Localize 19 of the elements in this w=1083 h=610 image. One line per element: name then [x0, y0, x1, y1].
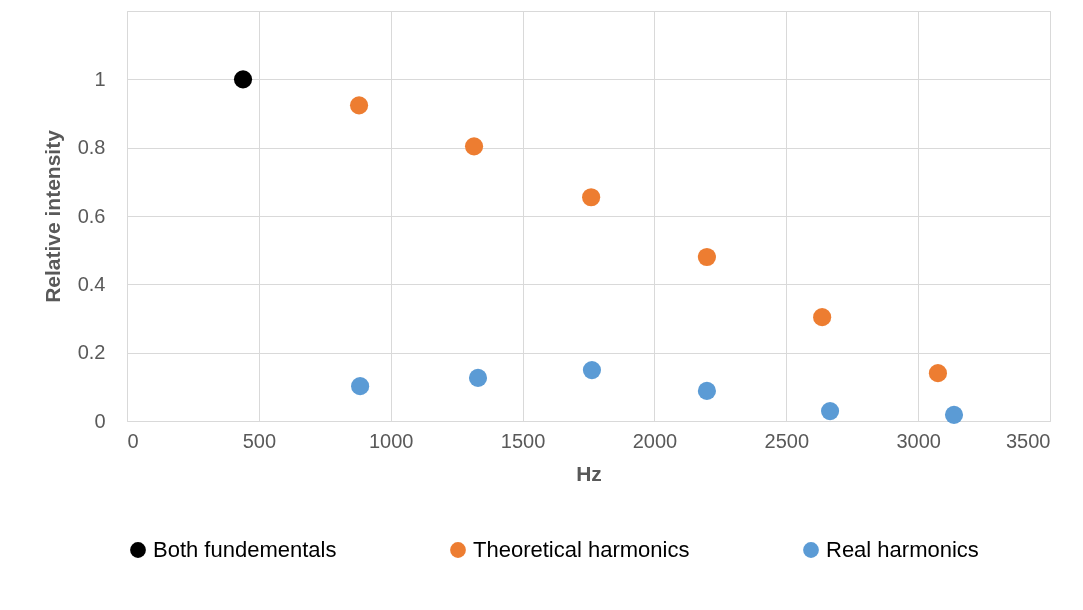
y-tick-label: 0.2 [77, 341, 106, 364]
legend-label: Real harmonics [826, 537, 979, 562]
x-tick-label: 3500 [1006, 429, 1051, 452]
y-tick-label: 0.8 [77, 136, 106, 159]
x-tick-label: 1000 [368, 429, 414, 452]
y-tick-label: 1 [94, 67, 106, 90]
y-tick-label: 0.4 [77, 272, 106, 295]
legend-label: Both fundementals [153, 537, 337, 562]
y-tick-label: 0 [94, 409, 106, 432]
legend-label: Theoretical harmonics [473, 537, 690, 562]
x-tick-label: 2000 [632, 429, 678, 452]
y-tick-label: 0.6 [77, 204, 106, 227]
y-axis-title: Relative intensity [40, 129, 64, 303]
x-axis-title: Hz [576, 461, 602, 485]
x-tick-label: 0 [127, 429, 139, 452]
x-tick-label: 3000 [896, 429, 941, 452]
x-tick-label: 500 [242, 429, 277, 452]
x-tick-label: 1500 [500, 429, 546, 452]
x-tick-label: 2500 [764, 429, 810, 452]
